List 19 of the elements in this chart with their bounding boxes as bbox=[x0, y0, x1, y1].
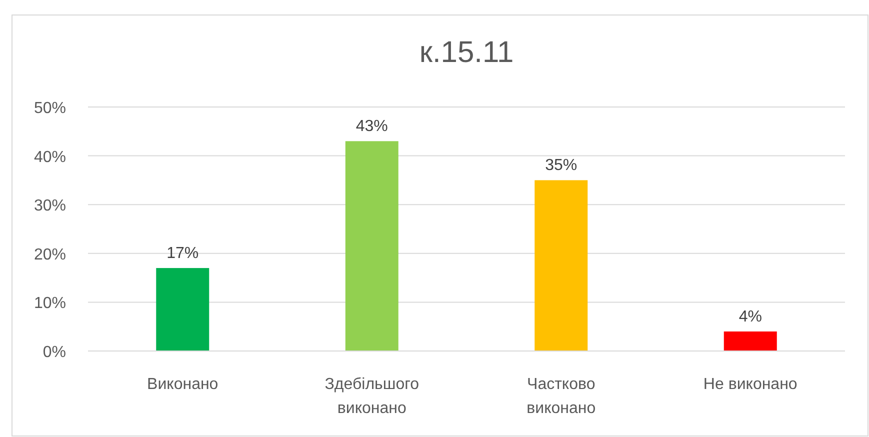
y-tick-label: 20% bbox=[34, 246, 66, 264]
data-label: 17% bbox=[166, 245, 199, 262]
data-label: 35% bbox=[545, 157, 578, 174]
data-label: 4% bbox=[738, 308, 762, 326]
x-tick-label: Здебільшого виконано bbox=[324, 376, 420, 417]
x-tick-label: Не виконано bbox=[703, 376, 798, 393]
bar bbox=[534, 180, 588, 351]
x-tick-label: Частково виконано bbox=[526, 376, 596, 417]
bar bbox=[156, 268, 210, 351]
data-label: 43% bbox=[356, 118, 388, 136]
x-tick-label: Виконано bbox=[147, 376, 218, 393]
y-tick-label: 10% bbox=[34, 295, 66, 312]
y-tick-label: 0% bbox=[42, 344, 66, 361]
y-tick-label: 50% bbox=[34, 100, 66, 117]
y-tick-label: 30% bbox=[34, 198, 66, 215]
y-tick-label: 40% bbox=[34, 148, 66, 166]
bar bbox=[345, 141, 398, 351]
chart-title: к.15.11 bbox=[419, 36, 514, 69]
bar bbox=[724, 331, 777, 351]
